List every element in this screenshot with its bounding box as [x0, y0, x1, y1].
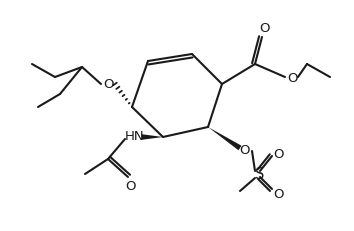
- Text: O: O: [240, 143, 250, 156]
- Text: O: O: [103, 78, 113, 91]
- Text: O: O: [287, 71, 297, 84]
- Text: O: O: [274, 188, 284, 201]
- Text: S: S: [255, 167, 265, 182]
- Text: O: O: [125, 180, 135, 193]
- Text: O: O: [259, 22, 269, 35]
- Text: O: O: [274, 147, 284, 160]
- Polygon shape: [208, 128, 241, 151]
- Text: HN: HN: [125, 130, 145, 143]
- Polygon shape: [142, 135, 163, 140]
